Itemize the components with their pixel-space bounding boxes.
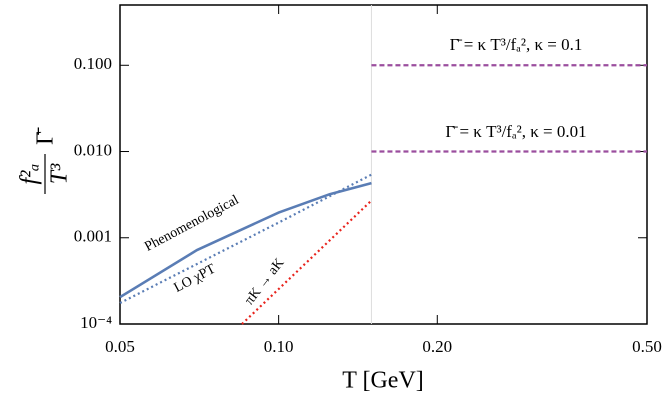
series-label: LO χPT (172, 261, 219, 295)
y-tick-label: 0.100 (74, 54, 112, 73)
x-tick-label: 0.20 (422, 337, 452, 356)
y-axis-label: f²ₐ T³ Γ̄ (17, 127, 73, 194)
y-tick-label: 0.001 (74, 227, 112, 246)
x-tick-label: 0.05 (105, 337, 135, 356)
series-label: Γ̄ = κ T³/fₐ², κ = 0.1 (450, 35, 583, 54)
series-label: Γ̄ = κ T³/fₐ², κ = 0.01 (445, 122, 586, 141)
x-axis-label: T [GeV] (342, 368, 424, 394)
y-label-denominator: T³ (47, 163, 73, 184)
series-label: Phenomenological (142, 193, 241, 255)
series-line (119, 181, 372, 299)
plot-frame (119, 4, 648, 325)
y-tick-label: 0.010 (74, 140, 112, 159)
x-tick-label: 0.50 (632, 337, 662, 356)
x-tick-label: 0.10 (264, 337, 294, 356)
y-label-factor: Γ̄ (33, 127, 59, 145)
y-label-numerator: f²ₐ (17, 164, 43, 185)
y-tick-label: 10⁻⁴ (80, 313, 112, 332)
series-label: πK → aK (242, 256, 287, 308)
